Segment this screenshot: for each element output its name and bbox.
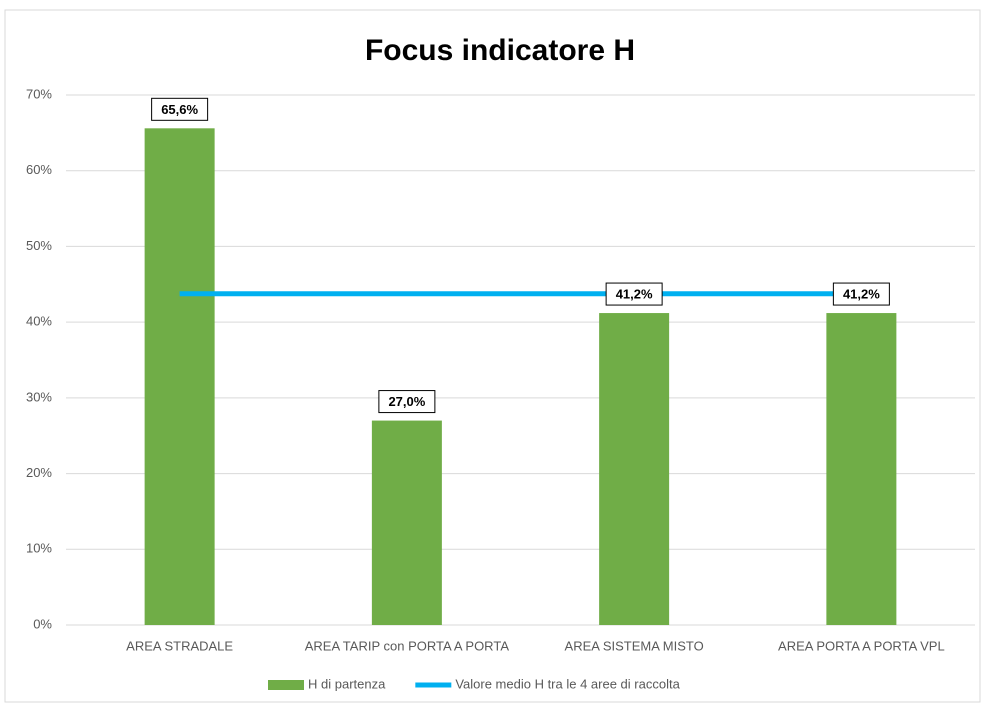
bar bbox=[826, 313, 897, 625]
data-label-box bbox=[605, 282, 663, 306]
y-tick-label: 70% bbox=[26, 86, 52, 101]
legend-label: H di partenza bbox=[308, 676, 386, 691]
bar bbox=[144, 128, 215, 626]
y-tick-label: 50% bbox=[26, 238, 52, 253]
legend-label: Valore medio H tra le 4 aree di raccolta bbox=[455, 676, 680, 691]
data-label: 27,0% bbox=[388, 394, 425, 409]
chart-title: Focus indicatore H bbox=[365, 34, 635, 67]
x-tick-label: AREA STRADALE bbox=[126, 638, 233, 653]
y-tick-label: 30% bbox=[26, 389, 52, 404]
y-tick-label: 20% bbox=[26, 465, 52, 480]
data-label-box bbox=[151, 97, 209, 121]
bar bbox=[371, 420, 442, 625]
data-label: 65,6% bbox=[161, 102, 198, 117]
y-tick-label: 60% bbox=[26, 162, 52, 177]
legend-swatch bbox=[268, 680, 304, 690]
data-label: 41,2% bbox=[843, 286, 880, 301]
data-label-box bbox=[378, 390, 436, 414]
data-label-box bbox=[832, 282, 890, 306]
y-tick-label: 10% bbox=[26, 541, 52, 556]
x-tick-label: AREA SISTEMA MISTO bbox=[565, 638, 704, 653]
x-tick-label: AREA PORTA A PORTA VPL bbox=[778, 638, 945, 653]
y-tick-label: 0% bbox=[33, 616, 52, 631]
bar bbox=[599, 313, 670, 625]
data-label: 41,2% bbox=[616, 286, 653, 301]
y-tick-label: 40% bbox=[26, 314, 52, 329]
x-tick-label: AREA TARIP con PORTA A PORTA bbox=[305, 638, 510, 653]
